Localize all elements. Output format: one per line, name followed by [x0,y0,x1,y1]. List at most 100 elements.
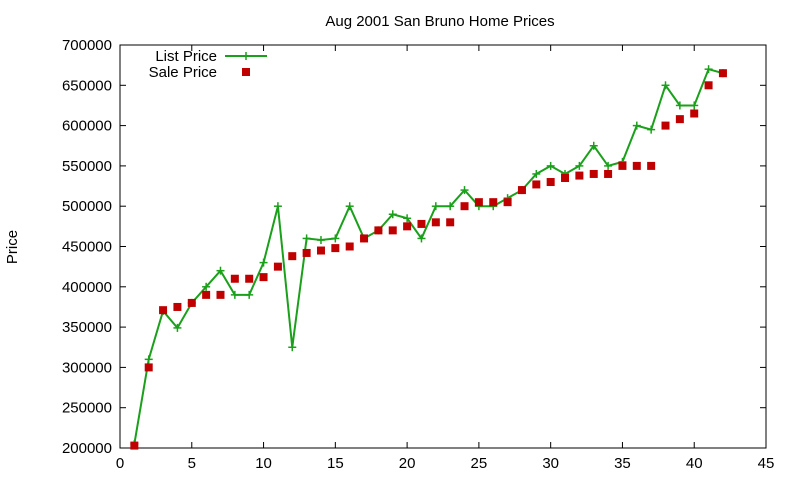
point-sale-price [532,180,541,189]
point-sale-price [417,219,426,228]
point-sale-price [403,222,412,231]
point-list-price [302,234,311,243]
point-list-price [460,186,469,195]
point-list-price [288,343,297,352]
x-tick-label: 40 [686,455,703,472]
y-tick-label: 350000 [62,319,112,336]
point-sale-price [374,226,383,235]
y-tick-label: 550000 [62,158,112,175]
point-list-price [431,202,440,211]
point-sale-price [130,441,139,450]
point-sale-price [661,121,670,130]
point-sale-price [589,169,598,178]
chart-title: Aug 2001 San Bruno Home Prices [325,13,554,30]
y-tick-label: 500000 [62,198,112,215]
y-tick-label: 250000 [62,400,112,417]
point-list-price [273,202,282,211]
legend-swatch-sale-price [242,68,250,76]
point-sale-price [230,274,239,283]
point-list-price [216,266,225,275]
point-list-price [173,323,182,332]
point-sale-price [675,115,684,124]
point-sale-price [316,246,325,255]
point-sale-price [446,218,455,227]
x-tick-label: 45 [758,455,775,472]
point-sale-price [575,171,584,180]
point-sale-price [273,262,282,271]
point-sale-price [489,198,498,207]
point-sale-price [604,169,613,178]
point-sale-price [474,198,483,207]
point-sale-price [173,302,182,311]
y-tick-label: 200000 [62,440,112,457]
series-layer [130,65,727,450]
point-list-price [546,161,555,170]
y-tick-label: 400000 [62,279,112,296]
x-tick-label: 0 [116,455,124,472]
point-list-price [345,202,354,211]
point-sale-price [647,161,656,170]
point-list-price [647,125,656,134]
x-tick-label: 35 [614,455,631,472]
point-sale-price [431,218,440,227]
point-list-price [446,202,455,211]
point-list-price [604,161,613,170]
point-list-price [690,101,699,110]
point-sale-price [159,306,168,315]
point-list-price [259,258,268,267]
point-sale-price [302,248,311,257]
point-list-price [675,101,684,110]
series-line-list-price [133,67,724,445]
point-sale-price [245,274,254,283]
y-axis-label: Price [4,230,21,264]
point-sale-price [144,363,153,372]
y-tick-label: 700000 [62,37,112,54]
point-sale-price [718,69,727,78]
point-list-price [417,234,426,243]
point-sale-price [546,178,555,187]
plot-frame [119,44,767,449]
point-list-price [704,65,713,74]
point-list-price [589,141,598,150]
point-list-price [245,290,254,299]
point-list-price [403,214,412,223]
point-sale-price [202,290,211,299]
y-tick-label: 450000 [62,239,112,256]
y-tick-label: 600000 [62,118,112,135]
y-axis-ticks: 200000 250000 300000 350000 400000 450000 5000… [62,37,766,457]
x-tick-label: 20 [399,455,416,472]
point-list-price [316,236,325,245]
legend-label-sale-price: Sale Price [149,64,217,81]
x-tick-label: 30 [542,455,559,472]
x-tick-label: 5 [188,455,196,472]
point-sale-price [460,202,469,211]
point-list-price [331,234,340,243]
y-tick-label: 300000 [62,359,112,376]
point-sale-price [216,290,225,299]
point-sale-price [561,173,570,182]
point-sale-price [388,226,397,235]
point-sale-price [331,244,340,253]
x-tick-label: 10 [255,455,272,472]
point-list-price [202,282,211,291]
point-sale-price [704,81,713,90]
point-sale-price [345,242,354,251]
point-list-price [388,210,397,219]
point-sale-price [503,198,512,207]
point-list-price [532,169,541,178]
point-sale-price [259,273,268,282]
point-sale-price [288,252,297,261]
point-list-price [661,81,670,90]
x-tick-label: 25 [471,455,488,472]
point-sale-price [187,298,196,307]
x-axis-ticks: 0 5 10 15 20 25 30 35 40 45 [116,45,775,472]
point-list-price [632,121,641,130]
point-sale-price [618,161,627,170]
legend-label-list-price: List Price [155,48,217,65]
point-sale-price [360,234,369,243]
point-list-price [230,290,239,299]
point-sale-price [632,161,641,170]
point-sale-price [690,109,699,118]
